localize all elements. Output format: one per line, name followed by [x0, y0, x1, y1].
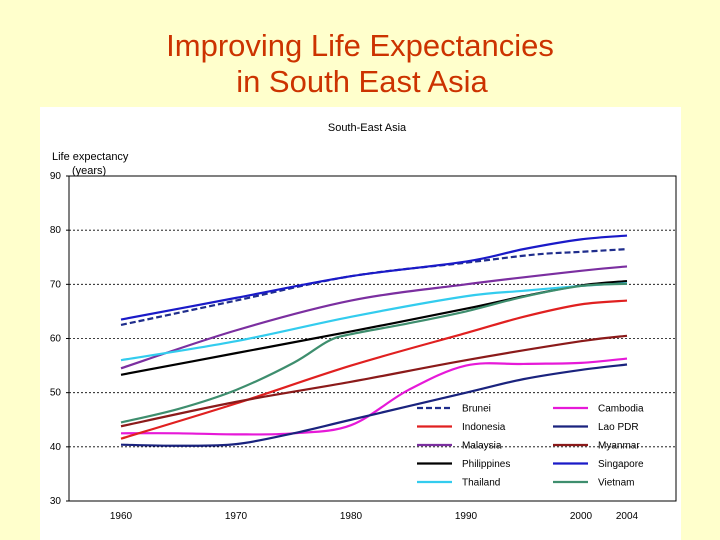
- y-tick-label: 30: [50, 496, 62, 507]
- y-tick-label: 80: [50, 225, 62, 236]
- series-line-brunei: [120, 248, 628, 327]
- x-tick-label: 1980: [340, 511, 363, 522]
- x-tick-label: 2004: [616, 511, 639, 522]
- chart-panel: South-East Asia Life expectancy (years) …: [40, 107, 681, 540]
- y-tick-label: 40: [50, 442, 62, 453]
- y-tick-label: 70: [50, 279, 62, 290]
- series-line-thailand: [120, 282, 628, 362]
- axes: 30 40 50 60 70 80 90 1960 1970 1980 1990 2000 2004: [50, 171, 677, 522]
- x-tick-label: 2000: [570, 511, 593, 522]
- y-tick-label: 60: [50, 334, 62, 345]
- series-line-vietnam: [120, 282, 628, 424]
- legend-label-thailand: Thailand: [462, 478, 500, 489]
- y-axis-title-line-1: Life expectancy: [52, 151, 129, 163]
- y-tick-label: 90: [50, 171, 62, 182]
- legend-label-indonesia: Indonesia: [462, 422, 506, 433]
- series-lines: [120, 234, 628, 447]
- legend-label-singapore: Singapore: [598, 459, 644, 470]
- slide-title-line-1: Improving Life Expectancies: [166, 28, 554, 63]
- series-line-malaysia: [120, 265, 628, 370]
- chart-title: South-East Asia: [328, 122, 407, 134]
- legend-label-myanmar: Myanmar: [598, 441, 640, 452]
- legend: Brunei Cambodia Indonesia Lao PDR Malaysia My…: [417, 404, 644, 489]
- y-axis-title-line-2: (years): [72, 165, 106, 177]
- series-line-cambodia: [120, 357, 628, 436]
- legend-label-malaysia: Malaysia: [462, 441, 502, 452]
- legend-label-brunei: Brunei: [462, 404, 491, 415]
- slide-title-line-2: in South East Asia: [236, 64, 488, 99]
- legend-label-philippines: Philippines: [462, 459, 510, 470]
- y-tick-label: 50: [50, 388, 62, 399]
- series-line-lao-pdr: [120, 363, 628, 447]
- legend-label-cambodia: Cambodia: [598, 404, 644, 415]
- plot-area-frame: [68, 175, 677, 502]
- legend-label-vietnam: Vietnam: [598, 478, 635, 489]
- x-tick-label: 1960: [110, 511, 133, 522]
- x-tick-label: 1970: [225, 511, 248, 522]
- series-line-myanmar: [120, 334, 628, 428]
- series-line-philippines: [120, 279, 628, 376]
- legend-label-lao-pdr: Lao PDR: [598, 422, 639, 433]
- x-tick-label: 1990: [455, 511, 478, 522]
- slide-title: Improving Life Expectancies in South Eas…: [0, 28, 720, 100]
- series-line-singapore: [120, 234, 628, 321]
- life-expectancy-chart: South-East Asia Life expectancy (years) …: [50, 122, 677, 522]
- series-line-indonesia: [120, 299, 628, 440]
